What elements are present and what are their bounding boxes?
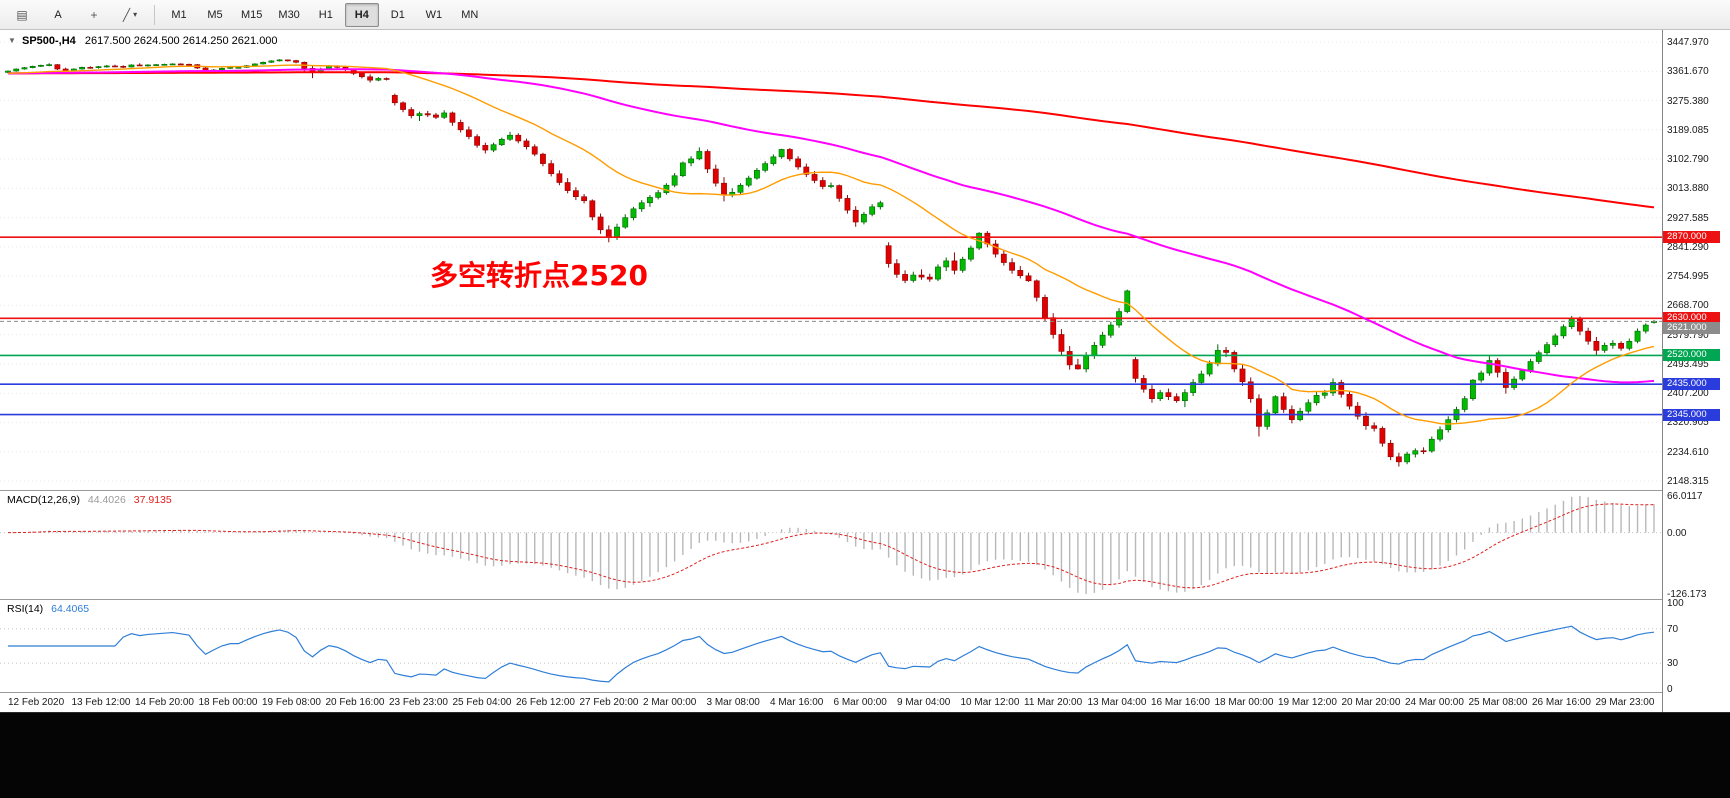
- price-axis-label: 2320.905: [1667, 417, 1709, 429]
- rsi-value: 64.4065: [51, 603, 90, 615]
- price-axis-label: 2148.315: [1667, 476, 1709, 487]
- time-axis-label: 14 Feb 20:00: [135, 697, 194, 708]
- time-axis-label: 18 Mar 00:00: [1214, 697, 1274, 708]
- price-line-tag: 2870.000: [1663, 231, 1720, 244]
- symbol-period-label: SP500-,H4: [21, 35, 76, 47]
- time-axis-label: 24 Mar 00:00: [1405, 697, 1464, 708]
- chart-title: ▼ SP500-,H4 2617.500 2624.500 2614.250 2…: [8, 35, 278, 47]
- time-axis-label: 3 Mar 08:00: [706, 697, 760, 708]
- timeframe-m1-button[interactable]: M1: [171, 8, 187, 21]
- time-axis[interactable]: 12 Feb 2020 13 Feb 12:00 14 Feb 20:00 18 Fe…: [0, 693, 1662, 712]
- time-axis-label: 13 Mar 04:00: [1087, 697, 1147, 708]
- toolbar: ▤ A + ╱ ▾ M1 M5 M15 M30 H1 H4 D1 W1 MN: [0, 0, 1730, 30]
- chart-window-button[interactable]: ▤: [5, 3, 39, 27]
- pane-separator[interactable]: [0, 692, 1730, 693]
- macd-main-value: 44.4026: [87, 494, 126, 506]
- price-axis-label: 2407.200: [1667, 388, 1709, 400]
- time-axis-label: 25 Feb 04:00: [452, 697, 512, 708]
- crosshair-icon: +: [90, 7, 98, 22]
- macd-axis-label: 0.00: [1667, 527, 1687, 539]
- time-axis-label: 18 Feb 00:00: [198, 697, 258, 708]
- time-axis-label: 26 Feb 12:00: [516, 697, 575, 708]
- time-axis-label: 12 Feb 2020: [8, 697, 65, 708]
- macd-pane[interactable]: [0, 491, 1662, 599]
- timeframe-m15-button[interactable]: M15: [241, 8, 263, 21]
- macd-name: MACD(12,26,9): [7, 494, 80, 506]
- timeframe-d1-button[interactable]: D1: [390, 8, 405, 21]
- price-axis-label: 2668.700: [1667, 300, 1709, 312]
- price-line-tag: 2435.000: [1663, 378, 1720, 391]
- price-axis-label: 3013.880: [1667, 183, 1709, 195]
- rsi-axis-label: 70: [1667, 623, 1679, 635]
- time-axis-label: 13 Feb 12:00: [71, 697, 131, 708]
- price-axis[interactable]: 3447.970 3361.670 3275.380 3189.085 3102.790…: [1662, 30, 1730, 712]
- price-axis-label: 2579.790: [1667, 329, 1709, 341]
- pane-separator[interactable]: [0, 599, 1730, 600]
- timeframe-w1-button[interactable]: W1: [425, 8, 443, 21]
- price-axis-label: 3102.790: [1667, 154, 1709, 166]
- time-axis-label: 9 Mar 04:00: [897, 697, 951, 708]
- time-axis-label: 20 Mar 20:00: [1341, 697, 1401, 708]
- timeframe-h4-button[interactable]: H4: [344, 2, 379, 27]
- time-axis-label: 19 Feb 08:00: [262, 697, 321, 708]
- time-axis-label: 26 Mar 16:00: [1532, 697, 1591, 708]
- rsi-name: RSI(14): [7, 603, 44, 615]
- macd-label: MACD(12,26,9) 44.4026 37.9135: [7, 494, 172, 506]
- collapse-triangle-icon[interactable]: ▼: [8, 36, 16, 45]
- price-axis-label: 2754.995: [1667, 271, 1709, 283]
- timeframe-m5-button[interactable]: M5: [207, 8, 223, 21]
- price-axis-label: 3189.085: [1667, 124, 1709, 136]
- timeframe-mn-button[interactable]: MN: [461, 8, 479, 21]
- time-axis-label: 29 Mar 23:00: [1595, 697, 1655, 708]
- text-tool-button[interactable]: A: [54, 8, 62, 21]
- text-annotation[interactable]: 多空转折点2520: [430, 259, 648, 292]
- ohlc-values: 2617.500 2624.500 2614.250 2621.000: [84, 35, 278, 47]
- price-axis-label: 2927.585: [1667, 212, 1709, 224]
- price-axis-label: 3447.970: [1667, 37, 1709, 48]
- time-axis-label: 11 Mar 20:00: [1024, 697, 1083, 708]
- time-axis-label: 25 Mar 08:00: [1468, 697, 1528, 708]
- time-axis-label: 2 Mar 00:00: [643, 697, 697, 708]
- rsi-axis-label: 100: [1667, 598, 1684, 609]
- taskbar[interactable]: [0, 712, 1730, 798]
- chevron-down-icon: ▾: [133, 10, 138, 19]
- rsi-axis-label: 0: [1667, 684, 1673, 695]
- time-axis-label: 19 Mar 12:00: [1278, 697, 1337, 708]
- current-price-tag: 2621.000: [1663, 322, 1720, 335]
- chart-window-icon: ▤: [16, 7, 28, 22]
- price-line-tag: 2630.000: [1663, 312, 1720, 325]
- price-axis-label: 2234.610: [1667, 446, 1709, 458]
- macd-axis-label: -126.173: [1667, 589, 1707, 600]
- price-axis-label: 2841.290: [1667, 241, 1709, 253]
- timeframe-h1-button[interactable]: H1: [318, 8, 333, 21]
- price-axis-label: 3275.380: [1667, 95, 1709, 107]
- rsi-axis-label: 30: [1667, 658, 1679, 670]
- toolbar-separator: [154, 4, 155, 25]
- chart-area: 3447.970 3361.670 3275.380 3189.085 3102.790…: [0, 30, 1730, 712]
- price-line-tag: 2345.000: [1663, 408, 1720, 421]
- time-axis-label: 23 Feb 23:00: [389, 697, 448, 708]
- time-axis-label: 16 Mar 16:00: [1151, 697, 1210, 708]
- crosshair-tool-button[interactable]: +: [77, 3, 111, 27]
- price-line-tag: 2520.000: [1663, 349, 1720, 362]
- timeframe-m30-button[interactable]: M30: [278, 8, 300, 21]
- drawing-tools-dropdown[interactable]: ╱ ▾: [113, 3, 147, 27]
- time-axis-label: 10 Mar 12:00: [960, 697, 1020, 708]
- price-axis-label: 2493.495: [1667, 358, 1709, 370]
- price-pane[interactable]: [0, 30, 1662, 490]
- pane-separator[interactable]: [0, 490, 1730, 491]
- price-axis-label: 3361.670: [1667, 66, 1709, 78]
- trendline-icon: ╱: [122, 7, 131, 22]
- macd-axis-label: 66.0117: [1667, 491, 1703, 502]
- macd-signal-value: 37.9135: [133, 494, 172, 506]
- time-axis-label: 27 Feb 20:00: [579, 697, 639, 708]
- time-axis-label: 6 Mar 00:00: [833, 697, 887, 708]
- time-axis-label: 4 Mar 16:00: [770, 697, 824, 708]
- rsi-pane[interactable]: [0, 600, 1662, 692]
- time-axis-label: 20 Feb 16:00: [325, 697, 385, 708]
- rsi-label: RSI(14) 64.4065: [7, 603, 89, 615]
